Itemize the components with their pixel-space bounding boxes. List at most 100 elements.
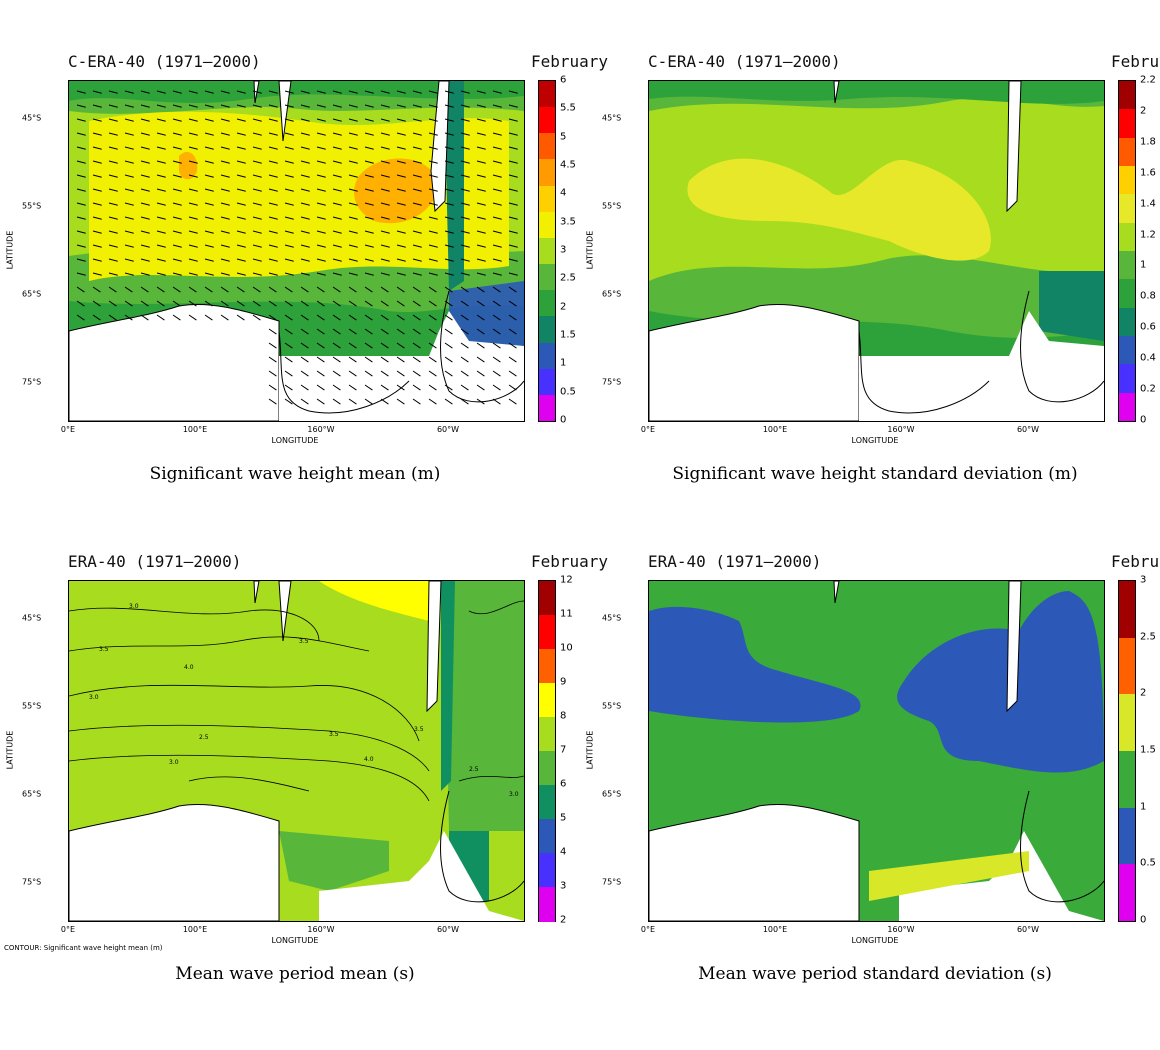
x-axis-label: LONGITUDE xyxy=(271,936,319,945)
wind-vector xyxy=(396,230,406,234)
contour-label: 3.0 xyxy=(89,694,99,701)
panel-swh-std: C-ERA-40 (1971–2000) February 2.2 2 1.8 1.6… xyxy=(586,52,1160,550)
wind-vector xyxy=(284,370,293,377)
wind-vector xyxy=(380,370,389,377)
panel-caption: Significant wave height mean (m) xyxy=(149,464,441,484)
colorbar-label: 0 xyxy=(1140,414,1147,426)
panel-dataset-title: C-ERA-40 (1971–2000) xyxy=(648,52,841,71)
colorbar-segment xyxy=(539,649,555,684)
wind-vector xyxy=(364,342,373,349)
wind-vector xyxy=(236,230,246,234)
wind-vector xyxy=(460,90,470,94)
wind-vector xyxy=(364,328,373,335)
colorbar-label: 1 xyxy=(1140,259,1147,271)
wind-vector xyxy=(188,104,198,108)
wind-vector xyxy=(332,202,342,206)
wind-vector xyxy=(252,244,262,248)
wind-vector xyxy=(380,286,389,293)
wind-vector xyxy=(428,342,437,349)
colorbar-segment xyxy=(539,185,555,213)
map-mwp-std xyxy=(648,580,1105,922)
wind-vector xyxy=(76,104,86,108)
panel-caption: Mean wave period standard deviation (s) xyxy=(698,964,1052,984)
wind-vector xyxy=(492,160,502,164)
wind-vector xyxy=(508,328,517,335)
wind-vector xyxy=(364,174,374,178)
wind-vector xyxy=(492,398,501,405)
wind-vector xyxy=(252,146,262,150)
wind-vector xyxy=(396,286,405,293)
colorbar-label: 1.6 xyxy=(1140,167,1156,179)
wind-vector xyxy=(476,146,486,150)
wind-vector xyxy=(300,104,310,108)
wind-vector xyxy=(364,188,374,192)
wind-vector xyxy=(476,370,485,377)
wind-vector xyxy=(220,160,230,164)
lat-tick-label: 45°S xyxy=(22,113,42,123)
wind-vector xyxy=(92,160,102,164)
wind-vector xyxy=(284,314,293,321)
wind-vector xyxy=(236,174,246,178)
wind-vector xyxy=(380,244,390,248)
colorbar-label: 3.5 xyxy=(560,216,576,228)
wind-vector xyxy=(492,202,502,206)
colorbar-segment xyxy=(539,751,555,786)
colorbar-segment xyxy=(1119,222,1135,252)
wind-vector xyxy=(124,216,134,220)
wind-vector xyxy=(252,258,262,262)
wind-vector xyxy=(508,342,517,349)
wind-vector xyxy=(444,174,454,178)
wind-vector xyxy=(332,104,342,108)
colorbar-segment xyxy=(539,159,555,187)
wind-vector xyxy=(476,384,485,391)
lon-tick-label: 160°W xyxy=(887,425,915,434)
wind-vector xyxy=(492,146,502,150)
wind-vector xyxy=(412,146,422,150)
wind-vector xyxy=(332,160,342,164)
wind-vector xyxy=(412,286,421,293)
wind-vector xyxy=(204,230,214,234)
wind-vector xyxy=(140,118,150,122)
wind-vector xyxy=(364,118,374,122)
wind-vector xyxy=(316,202,326,206)
wind-vector xyxy=(460,342,469,349)
colorbar-segment xyxy=(1119,364,1135,394)
wind-vector xyxy=(508,118,518,122)
colorbar-segment xyxy=(1119,336,1135,365)
wind-vector xyxy=(284,104,294,108)
wind-vector xyxy=(124,258,134,262)
wind-vector xyxy=(236,118,246,122)
wind-vector xyxy=(252,216,262,220)
lat-tick-label: 45°S xyxy=(602,113,622,123)
colorbar-segment xyxy=(539,237,555,265)
wind-vector xyxy=(332,118,342,122)
colorbar-label: 3 xyxy=(1140,574,1147,586)
lat-tick-label: 75°S xyxy=(602,877,622,887)
colorbar-label: 9 xyxy=(560,676,567,688)
wind-vector xyxy=(380,356,389,363)
colorbar-label: 1 xyxy=(1140,801,1147,813)
wind-vector xyxy=(76,300,85,307)
wind-vector xyxy=(428,230,438,234)
colorbar-segment xyxy=(539,107,555,134)
wind-vector xyxy=(428,132,438,136)
wind-vector xyxy=(380,188,390,192)
wind-vector xyxy=(204,90,214,94)
contour-label: 4.0 xyxy=(184,664,194,671)
wind-vector xyxy=(76,188,86,192)
wind-vector xyxy=(396,132,406,136)
wind-vector xyxy=(236,160,246,164)
colorbar-segment xyxy=(1119,279,1135,309)
wind-vector xyxy=(492,188,502,192)
lat-tick-label: 65°S xyxy=(22,289,42,299)
colorbar-label: 1 xyxy=(560,357,567,369)
x-axis-label: LONGITUDE xyxy=(851,436,899,445)
panel-mwp-mean: ERA-40 (1971–2000) February xyxy=(4,552,628,1050)
wind-vector xyxy=(172,90,182,94)
wind-vector xyxy=(364,286,373,293)
wind-vector xyxy=(332,216,342,220)
wind-vector xyxy=(412,118,422,122)
wind-vector xyxy=(332,174,342,178)
contour-label: 3.5 xyxy=(99,646,109,653)
wind-vector xyxy=(220,216,230,220)
